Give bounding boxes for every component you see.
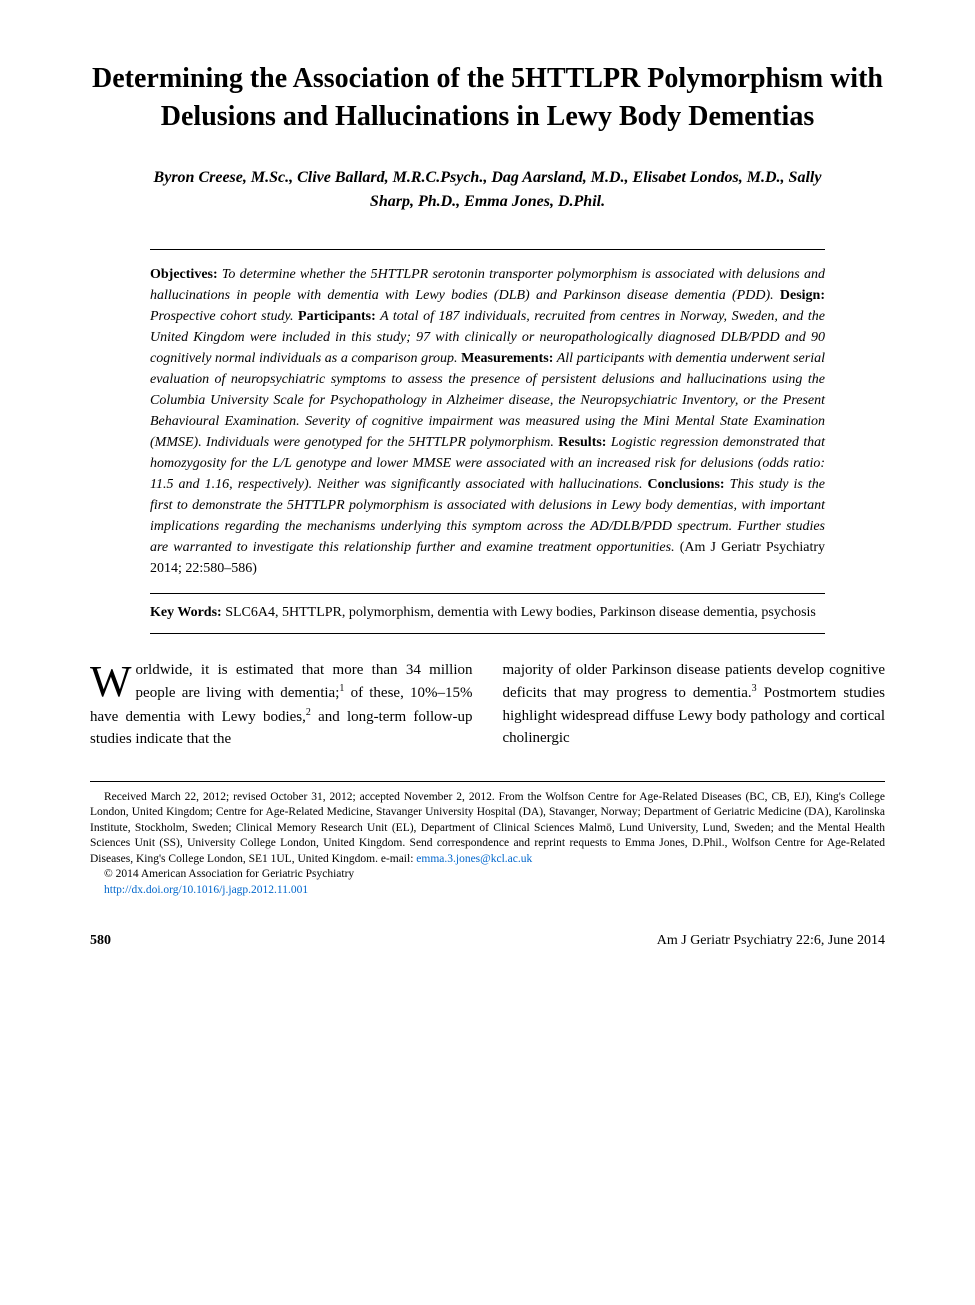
abstract-text: Objectives: To determine whether the 5HT… bbox=[150, 264, 825, 579]
body-text: Worldwide, it is estimated that more tha… bbox=[90, 659, 885, 751]
article-title: Determining the Association of the 5HTTL… bbox=[90, 60, 885, 136]
authors-list: Byron Creese, M.Sc., Clive Ballard, M.R.… bbox=[90, 166, 885, 214]
measurements-label: Measurements: bbox=[461, 351, 553, 366]
divider bbox=[90, 781, 885, 782]
results-label: Results: bbox=[558, 435, 606, 450]
column-right: majority of older Parkinson disease pati… bbox=[503, 659, 886, 751]
divider bbox=[150, 249, 825, 250]
doi-link[interactable]: http://dx.doi.org/10.1016/j.jagp.2012.11… bbox=[104, 884, 308, 896]
copyright-footnote: © 2014 American Association for Geriatri… bbox=[90, 867, 885, 883]
divider bbox=[150, 633, 825, 634]
divider bbox=[150, 593, 825, 594]
objectives-label: Objectives: bbox=[150, 267, 218, 282]
journal-ref: Am J Geriatr Psychiatry 22:6, June 2014 bbox=[657, 933, 885, 949]
keywords-line: Key Words: SLC6A4, 5HTTLPR, polymorphism… bbox=[150, 602, 825, 623]
column-left: Worldwide, it is estimated that more tha… bbox=[90, 659, 473, 751]
page-number: 580 bbox=[90, 933, 111, 949]
email-link[interactable]: emma.3.jones@kcl.ac.uk bbox=[416, 853, 532, 865]
keywords-label: Key Words: bbox=[150, 605, 222, 620]
conclusions-label: Conclusions: bbox=[648, 477, 725, 492]
design-label: Design: bbox=[780, 288, 825, 303]
objectives-text: To determine whether the 5HTTLPR seroton… bbox=[150, 267, 825, 303]
dropcap: W bbox=[90, 659, 136, 700]
design-text: Prospective cohort study. bbox=[150, 309, 293, 324]
footnotes: Received March 22, 2012; revised October… bbox=[90, 790, 885, 899]
page-footer: 580 Am J Geriatr Psychiatry 22:6, June 2… bbox=[90, 933, 885, 949]
abstract-block: Objectives: To determine whether the 5HT… bbox=[150, 249, 825, 634]
received-footnote: Received March 22, 2012; revised October… bbox=[90, 790, 885, 868]
participants-label: Participants: bbox=[298, 309, 376, 324]
keywords-text: SLC6A4, 5HTTLPR, polymorphism, dementia … bbox=[225, 605, 816, 620]
